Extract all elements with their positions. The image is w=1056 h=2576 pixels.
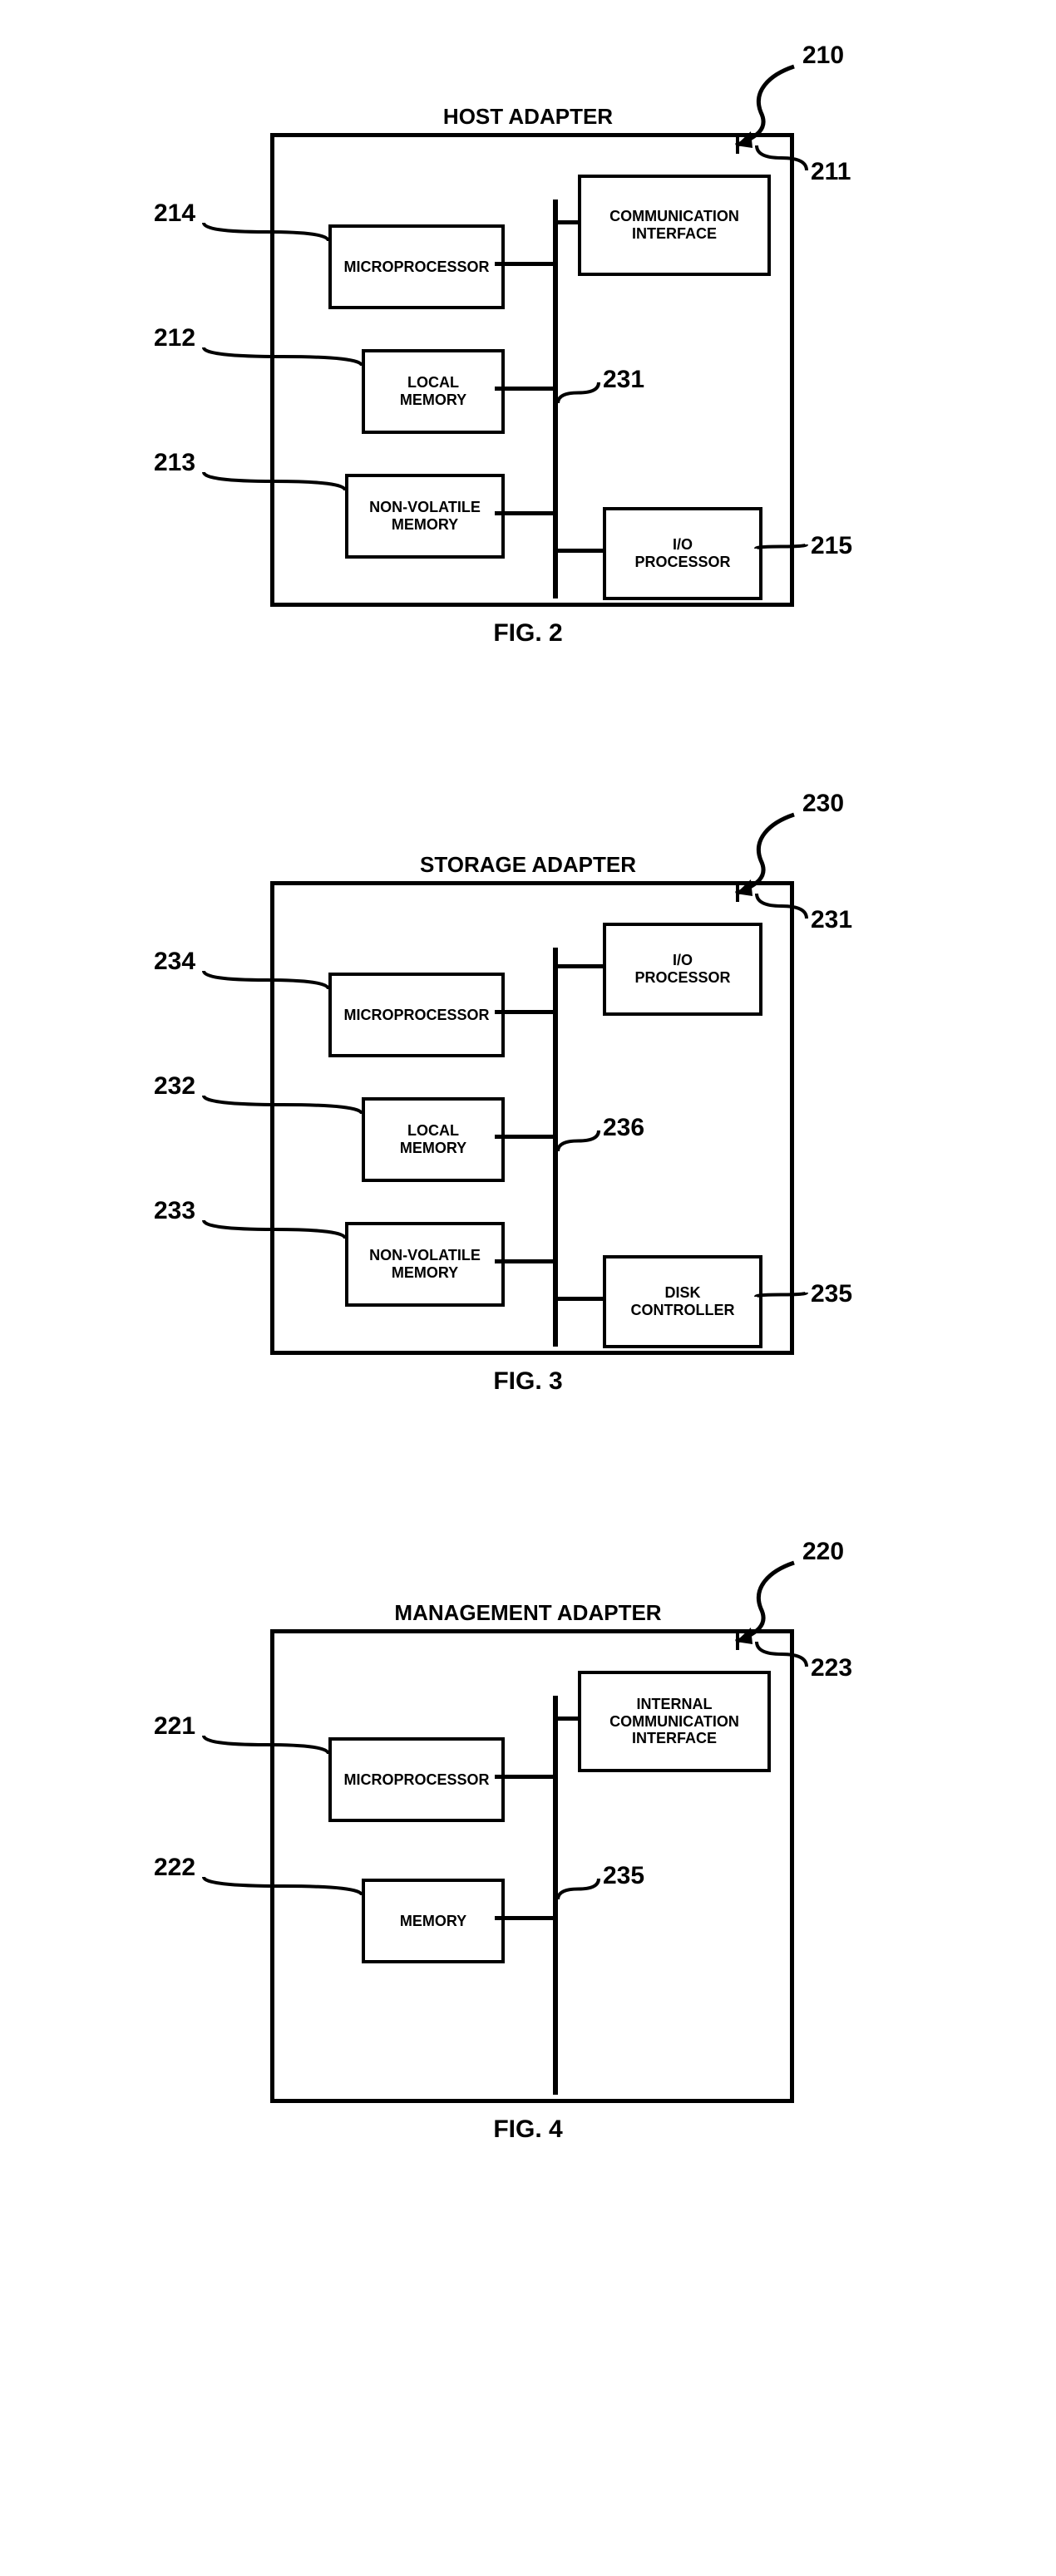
fig2-microprocessor: MICROPROCESSOR xyxy=(328,224,505,309)
fig2-title: HOST ADAPTER xyxy=(443,104,613,130)
fig3-io-processor-conn xyxy=(555,964,606,968)
fig4-internal-comm-interface-conn xyxy=(555,1717,581,1721)
fig4-title: MANAGEMENT ADAPTER xyxy=(394,1600,661,1626)
fig2-microprocessor-conn xyxy=(495,262,555,266)
fig2-local-memory: LOCAL MEMORY xyxy=(362,349,505,434)
fig3-microprocessor-conn xyxy=(495,1010,555,1014)
ref-210: 210 xyxy=(802,42,844,70)
fig3-local-memory: LOCAL MEMORY xyxy=(362,1097,505,1182)
fig2-nonvolatile-memory: NON-VOLATILE MEMORY xyxy=(345,474,505,559)
fig3-nonvolatile-memory-conn xyxy=(495,1259,555,1263)
fig2-nonvolatile-memory-conn xyxy=(495,511,555,515)
fig4-memory: MEMORY xyxy=(362,1879,505,1963)
fig4-memory-conn xyxy=(495,1916,555,1920)
fig4-microprocessor: MICROPROCESSOR xyxy=(328,1737,505,1822)
fig3-title: STORAGE ADAPTER xyxy=(420,852,636,878)
ref-220: 220 xyxy=(802,1538,844,1566)
fig3-caption: FIG. 3 xyxy=(493,1367,562,1396)
fig4-internal-comm-interface: INTERNAL COMMUNICATION INTERFACE xyxy=(578,1671,771,1772)
fig2-local-memory-conn xyxy=(495,387,555,391)
fig3-nonvolatile-memory: NON-VOLATILE MEMORY xyxy=(345,1222,505,1307)
fig3-microprocessor: MICROPROCESSOR xyxy=(328,973,505,1057)
fig2-comm-interface-conn xyxy=(555,220,581,224)
fig3-io-processor: I/O PROCESSOR xyxy=(603,923,762,1016)
ref-230: 230 xyxy=(802,790,844,818)
fig3-local-memory-conn xyxy=(495,1135,555,1139)
fig4-microprocessor-conn xyxy=(495,1775,555,1779)
fig2-io-processor-conn xyxy=(555,549,606,553)
fig2-comm-interface: COMMUNICATION INTERFACE xyxy=(578,175,771,276)
fig4-caption: FIG. 4 xyxy=(493,2115,562,2144)
fig2-caption: FIG. 2 xyxy=(493,619,562,648)
fig3-disk-controller-conn xyxy=(555,1297,606,1301)
